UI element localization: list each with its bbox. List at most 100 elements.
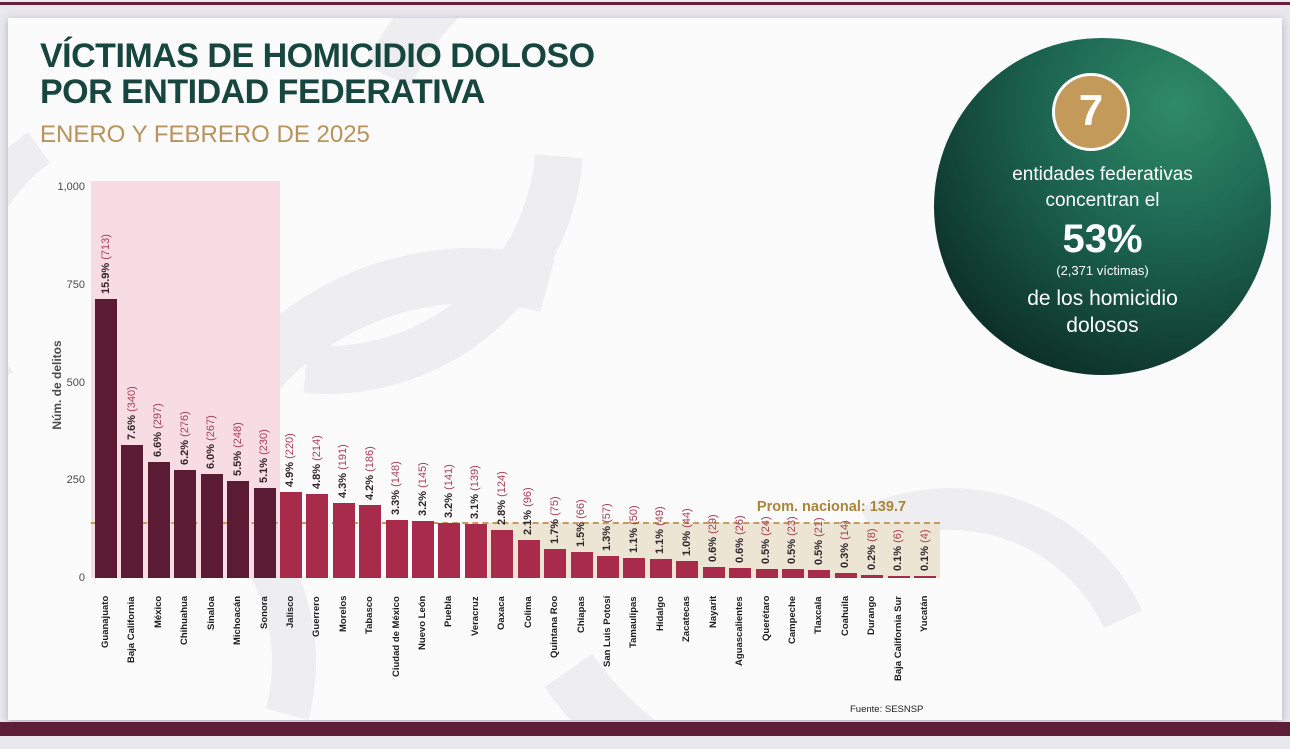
badge-line3: de los homicidio	[1027, 287, 1178, 311]
bar-value-label: 5.5% (248)	[232, 422, 245, 476]
count-label: (96)	[522, 487, 535, 511]
count-label: (8)	[865, 528, 878, 545]
state-label: Guerrero	[311, 596, 323, 637]
percent-label: 1.7%	[548, 518, 561, 544]
percent-label: 1.1%	[627, 528, 640, 554]
bar-chart: 0 250 500 750 1,000 Prom. nacional: 139.7 15.9…	[8, 18, 1282, 720]
state-label: Nayarit	[707, 595, 719, 628]
bar	[649, 558, 672, 578]
state-label: Querétaro	[760, 595, 772, 641]
badge-victims: (2,371 víctimas)	[1056, 263, 1149, 279]
badge-line2: concentran el	[1045, 189, 1160, 211]
percent-label: 1.1%	[654, 528, 667, 554]
bar-value-label: 6.6% (297)	[152, 403, 165, 457]
count-label: (191)	[337, 444, 350, 474]
bar-value-label: 1.3% (57)	[601, 503, 614, 551]
state-label: Michoacán	[232, 595, 244, 645]
y-tick-label: 1,000	[57, 181, 85, 193]
bar-value-label: 0.1% (4)	[919, 530, 932, 572]
state-label: Colima	[522, 596, 534, 628]
state-label: Yucatán	[919, 595, 931, 632]
count-label: (220)	[284, 433, 297, 462]
bar	[359, 505, 382, 578]
bar	[412, 521, 435, 578]
bar	[279, 491, 302, 578]
bar	[95, 299, 117, 578]
percent-label: 2.1%	[522, 510, 535, 536]
count-label: (267)	[205, 414, 218, 444]
national-average-label: Prom. nacional: 139.7	[756, 499, 907, 516]
state-label: Tamaulipas	[628, 596, 640, 648]
badge-line4: dolosos	[1066, 314, 1139, 338]
state-label: Guanajuato	[100, 595, 111, 648]
count-label: (49)	[654, 506, 667, 529]
y-tick-label: 750	[66, 278, 85, 291]
bar	[544, 548, 567, 578]
bar-value-label: 1.5% (66)	[575, 499, 588, 547]
bar-value-label: 3.2% (141)	[443, 464, 456, 518]
bar	[676, 560, 699, 578]
percent-label: 4.3%	[337, 473, 350, 499]
percent-label: 0.5%	[786, 538, 799, 564]
count-label: (14)	[839, 519, 852, 543]
state-label: Durango	[866, 595, 878, 635]
state-label: Campeche	[786, 595, 798, 644]
percent-label: 15.9%	[99, 263, 112, 295]
percent-label: 7.6%	[125, 414, 138, 441]
bar	[174, 470, 197, 578]
bar	[332, 503, 355, 578]
bar-value-label: 3.3% (148)	[390, 461, 403, 515]
bar	[755, 568, 778, 578]
state-label: Coahuila	[839, 595, 851, 636]
state-label: Baja California Sur	[892, 596, 904, 681]
bar	[200, 473, 223, 578]
count-label: (50)	[627, 505, 640, 529]
badge-count-circle: 7	[1052, 73, 1130, 151]
percent-label: 6.0%	[205, 443, 218, 469]
state-label: Sonora	[258, 596, 270, 629]
bar	[729, 567, 752, 578]
state-label: México	[152, 595, 164, 628]
count-label: (230)	[258, 429, 271, 458]
percent-label: 2.8%	[495, 499, 508, 525]
percent-label: 1.0%	[680, 530, 693, 556]
summary-badge: 7 entidades federativas concentran el 53…	[934, 38, 1271, 375]
bar-value-label: 1.7% (75)	[549, 496, 562, 544]
bar	[834, 572, 857, 578]
badge-percent: 53%	[1062, 217, 1143, 262]
bar-value-label: 0.1% (6)	[892, 529, 905, 571]
count-label: (24)	[760, 515, 772, 539]
bar-value-label: 0.6% (26)	[734, 515, 747, 563]
state-label: Chihuahua	[179, 595, 191, 645]
percent-label: 6.6%	[152, 431, 165, 457]
bar-value-label: 0.2% (8)	[866, 528, 879, 570]
bar-value-label: 0.3% (14)	[839, 520, 852, 568]
footer-stripe	[0, 722, 1290, 736]
bar	[385, 520, 408, 578]
source-note: Fuente: SESNSP	[850, 704, 924, 715]
bar	[702, 566, 725, 578]
bar	[227, 481, 250, 578]
count-label: (276)	[178, 411, 191, 440]
percent-label: 0.6%	[733, 537, 746, 563]
count-label: (141)	[442, 464, 455, 493]
bar-value-label: 3.1% (139)	[469, 465, 482, 519]
percent-label: 1.3%	[601, 525, 614, 551]
bar-value-label: 0.5% (24)	[760, 516, 773, 564]
count-label: (148)	[390, 461, 403, 491]
state-label: Veracruz	[469, 596, 481, 636]
page-title-line1: VÍCTIMAS DE HOMICIDIO DOLOSO	[40, 37, 595, 75]
bar-value-label: 4.2% (186)	[364, 446, 377, 500]
bar	[887, 575, 910, 578]
national-average-line	[91, 522, 941, 525]
bar-value-label: 0.5% (21)	[813, 517, 826, 565]
bar-value-label: 5.1% (230)	[258, 429, 271, 483]
percent-label: 1.5%	[575, 522, 588, 548]
slide-card: VÍCTIMAS DE HOMICIDIO DOLOSO POR ENTIDAD…	[8, 18, 1282, 720]
bar	[438, 522, 461, 578]
count-label: (23)	[786, 516, 799, 539]
bar	[306, 494, 329, 578]
count-label: (75)	[548, 495, 561, 519]
badge-line1: entidades federativas	[1012, 164, 1193, 185]
state-label: Ciudad de México	[390, 596, 402, 677]
